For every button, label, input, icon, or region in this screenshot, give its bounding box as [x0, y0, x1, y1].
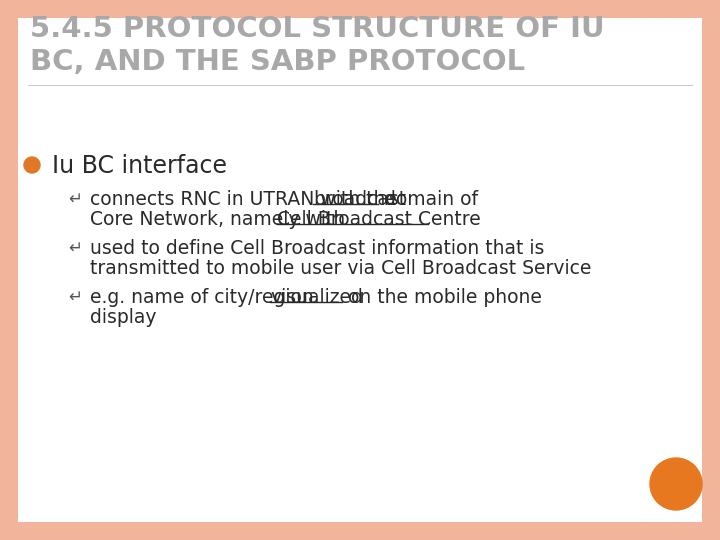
Bar — [0, 0, 18, 540]
Circle shape — [650, 458, 702, 510]
Text: ↵: ↵ — [68, 288, 82, 306]
Text: broadcast: broadcast — [313, 190, 406, 209]
Text: 5.4.5 PROTOCOL STRUCTURE OF IU: 5.4.5 PROTOCOL STRUCTURE OF IU — [30, 15, 605, 43]
Text: on the mobile phone: on the mobile phone — [342, 288, 542, 307]
Text: ↵: ↵ — [68, 190, 82, 208]
Text: visualized: visualized — [270, 288, 363, 307]
Bar — [702, 0, 720, 540]
Text: Iu BC interface: Iu BC interface — [52, 154, 227, 178]
Text: transmitted to mobile user via Cell Broadcast Service: transmitted to mobile user via Cell Broa… — [90, 259, 591, 278]
Text: used to define Cell Broadcast information that is: used to define Cell Broadcast informatio… — [90, 239, 544, 258]
Bar — [0, 522, 720, 540]
Text: connects RNC in UTRAN with the: connects RNC in UTRAN with the — [90, 190, 403, 209]
Bar — [0, 0, 720, 18]
Text: BC, AND THE SABP PROTOCOL: BC, AND THE SABP PROTOCOL — [30, 48, 525, 76]
Text: display: display — [90, 308, 156, 327]
Text: domain of: domain of — [378, 190, 478, 209]
Text: ↵: ↵ — [68, 239, 82, 257]
Circle shape — [24, 157, 40, 173]
Text: Cell Broadcast Centre: Cell Broadcast Centre — [277, 210, 481, 229]
Text: Core Network, namely with: Core Network, namely with — [90, 210, 351, 229]
Text: e.g. name of city/region: e.g. name of city/region — [90, 288, 320, 307]
